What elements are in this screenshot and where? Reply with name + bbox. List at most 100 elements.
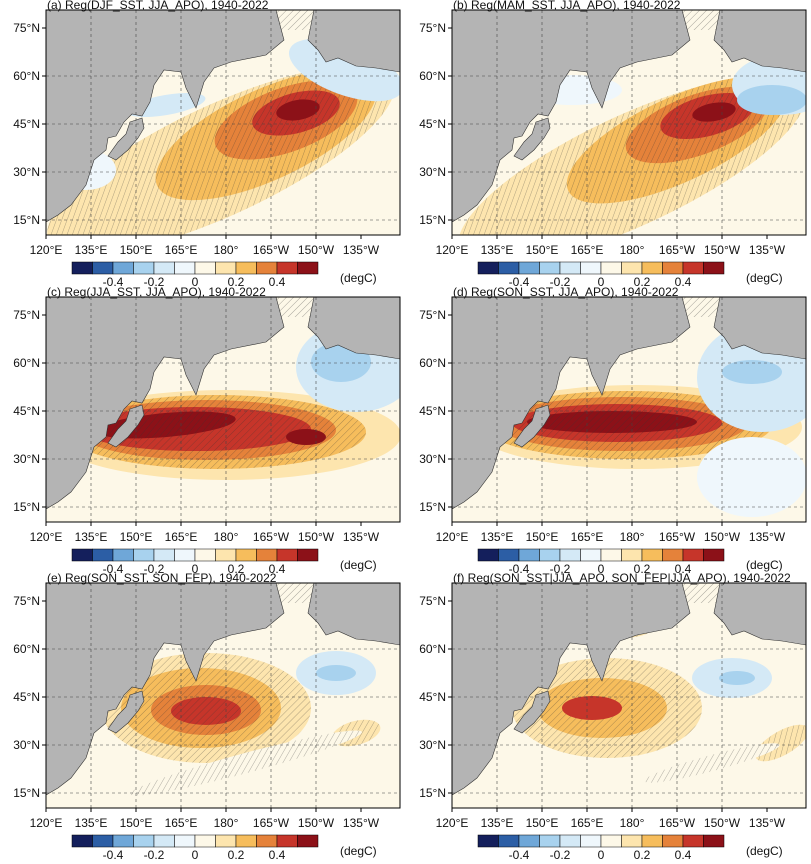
map-panel: (d) Reg(SON_SST, JJA_APO), 1940-2022 75°N… <box>419 285 807 576</box>
lon-label: 165°W <box>253 243 290 257</box>
colorbar-cell <box>133 548 155 562</box>
land <box>452 583 806 796</box>
lon-label: 150°E <box>526 530 559 544</box>
lat-label: 15°N <box>13 213 40 227</box>
anomaly-contour <box>288 38 400 102</box>
colorbar-cell <box>518 548 540 562</box>
lon-label: 120°E <box>30 816 63 830</box>
lat-label: 75°N <box>13 594 40 608</box>
colorbar-label: -0.2 <box>144 275 165 289</box>
lat-label: 45°N <box>13 404 40 418</box>
colorbar-unit: (degC) <box>746 558 783 572</box>
landmass <box>452 297 691 510</box>
lat-label: 30°N <box>13 452 40 466</box>
lat-label: 75°N <box>13 21 40 35</box>
lon-label: 150°E <box>526 243 559 257</box>
map-frame <box>45 296 401 523</box>
map-panel: (f) Reg(SON_SST|JJA_APO, SON_FEP|JJA_APO… <box>419 571 807 862</box>
anomaly-contour <box>286 429 326 445</box>
colorbar-cell <box>662 834 684 848</box>
colorbar-cell <box>276 834 298 848</box>
lon-label: 135°E <box>481 243 514 257</box>
panel-title: (f) Reg(SON_SST|JJA_APO, SON_FEP|JJA_APO… <box>453 571 791 585</box>
colorbar-cell <box>235 834 257 848</box>
lat-label: 75°N <box>419 594 446 608</box>
colorbar-cell <box>153 548 175 562</box>
colorbar-label: 0.2 <box>228 848 245 859</box>
landmass <box>46 583 285 796</box>
lon-label: 120°E <box>30 243 63 257</box>
landmass <box>46 297 285 510</box>
land <box>452 10 806 223</box>
colorbar-label: 0.2 <box>634 562 651 576</box>
lat-label: 30°N <box>419 738 446 752</box>
colorbar-cell <box>703 834 725 848</box>
lon-label: 180° <box>620 816 645 830</box>
map-panel: (c) Reg(JJA_SST, JJA_APO), 1940-2022 75°N… <box>13 285 401 576</box>
colorbar-cell <box>112 548 134 562</box>
lat-label: 45°N <box>13 690 40 704</box>
lon-label: 135°W <box>343 530 380 544</box>
lat-label: 45°N <box>419 690 446 704</box>
lat-label: 30°N <box>13 738 40 752</box>
map-frame <box>451 296 807 523</box>
lon-label: 135°E <box>75 530 108 544</box>
panel-title: (b) Reg(MAM_SST, JJA_APO), 1940-2022 <box>453 0 681 12</box>
panel-title: (e) Reg(SON_SST, SON_FEP), 1940-2022 <box>47 571 277 585</box>
colorbar-cell <box>215 548 237 562</box>
colorbar-label: 0.4 <box>269 275 286 289</box>
panel-title: (c) Reg(JJA_SST, JJA_APO), 1940-2022 <box>47 285 266 299</box>
colorbar-label: -0.2 <box>144 562 165 576</box>
colorbar-cell <box>194 834 216 848</box>
map-area <box>452 10 806 235</box>
colorbar-cell <box>600 834 622 848</box>
anomaly-contour <box>316 665 356 681</box>
lat-label: 60°N <box>13 356 40 370</box>
landmass <box>307 583 400 646</box>
colorbar-label: -0.4 <box>103 275 124 289</box>
anomaly-contour <box>722 360 782 384</box>
colorbar-cell <box>621 261 643 275</box>
lon-label: 150°W <box>704 816 741 830</box>
colorbar-cell <box>682 548 704 562</box>
colorbar-cell <box>235 261 257 275</box>
lon-label: 165°E <box>571 530 604 544</box>
colorbar-cell <box>256 834 278 848</box>
lon-label: 150°E <box>120 530 153 544</box>
colorbar-label: -0.2 <box>144 848 165 859</box>
lon-label: 180° <box>620 243 645 257</box>
lon-label: 120°E <box>436 816 469 830</box>
colorbar-unit: (degC) <box>746 271 783 285</box>
colorbar-cell <box>297 548 319 562</box>
lat-label: 60°N <box>419 356 446 370</box>
anomaly-contour <box>692 102 736 122</box>
colorbar-label: 0 <box>598 275 605 289</box>
lat-label: 15°N <box>419 500 446 514</box>
lon-label: 135°W <box>343 243 380 257</box>
colorbar-label: 0.4 <box>675 275 692 289</box>
anomaly-contour <box>126 92 206 118</box>
colorbar-unit: (degC) <box>340 271 377 285</box>
anomaly-contour <box>697 437 806 517</box>
map-panel: (a) Reg(DJF_SST, JJA_APO), 1940-2022 75°N… <box>13 0 401 289</box>
lat-label: 75°N <box>13 308 40 322</box>
colorbar-cell <box>559 548 581 562</box>
colorbar-label: -0.2 <box>550 562 571 576</box>
map-panel: (e) Reg(SON_SST, SON_FEP), 1940-2022 75°N… <box>13 571 401 862</box>
colorbar-unit: (degC) <box>340 844 377 858</box>
colorbar-label: 0 <box>192 562 199 576</box>
lat-label: 15°N <box>419 213 446 227</box>
landmass <box>513 690 551 734</box>
lon-label: 180° <box>214 243 239 257</box>
lon-label: 165°E <box>571 243 604 257</box>
anomaly-contour <box>276 99 320 121</box>
lon-label: 150°E <box>120 816 153 830</box>
map-area <box>452 297 806 522</box>
lat-label: 75°N <box>419 308 446 322</box>
map-area <box>46 10 400 235</box>
lat-label: 30°N <box>419 165 446 179</box>
lon-label: 165°E <box>165 243 198 257</box>
colorbar-label: -0.2 <box>550 275 571 289</box>
colorbar-cell <box>580 548 602 562</box>
lon-label: 135°W <box>749 816 786 830</box>
